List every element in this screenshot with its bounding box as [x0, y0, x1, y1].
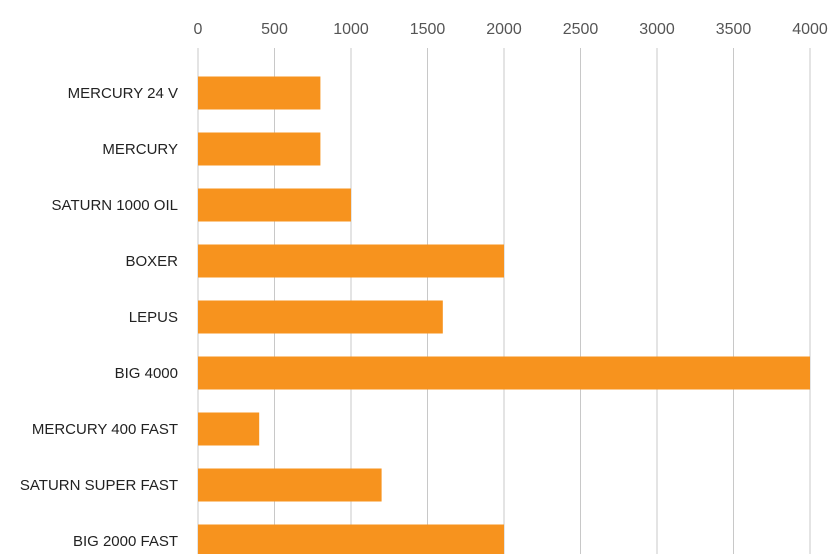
x-tick-label: 1000: [333, 21, 369, 38]
gridlines: [197, 48, 811, 554]
x-tick-label: 500: [261, 21, 288, 38]
category-label: BIG 4000: [115, 365, 178, 382]
bars: [198, 76, 810, 554]
bar: [198, 524, 504, 554]
bar: [198, 244, 504, 278]
category-label: BOXER: [125, 253, 178, 270]
category-label: MERCURY: [102, 141, 178, 158]
x-axis-ticks: 0 500 1000 1500 2000 2500 3000 3500 4000: [194, 21, 828, 38]
bar: [198, 468, 382, 502]
x-tick-label: 2000: [486, 21, 522, 38]
x-tick-label: 4000: [792, 21, 828, 38]
category-label: LEPUS: [129, 309, 178, 326]
bar: [198, 412, 260, 446]
category-label: SATURN SUPER FAST: [20, 477, 178, 494]
x-tick-label: 2500: [563, 21, 599, 38]
bar: [198, 132, 321, 166]
bar: [198, 188, 351, 222]
x-tick-label: 0: [194, 21, 203, 38]
x-tick-label: 3500: [716, 21, 752, 38]
category-label: BIG 2000 FAST: [73, 533, 178, 550]
category-labels: MERCURY 24 V MERCURY SATURN 1000 OIL BOXER L…: [20, 85, 178, 550]
x-tick-label: 1500: [410, 21, 446, 38]
bar: [198, 76, 321, 110]
category-label: SATURN 1000 OIL: [52, 197, 178, 214]
bar: [198, 300, 443, 334]
x-tick-label: 3000: [639, 21, 675, 38]
category-label: MERCURY 24 V: [68, 85, 178, 102]
category-label: MERCURY 400 FAST: [32, 421, 178, 438]
bar: [198, 356, 810, 390]
